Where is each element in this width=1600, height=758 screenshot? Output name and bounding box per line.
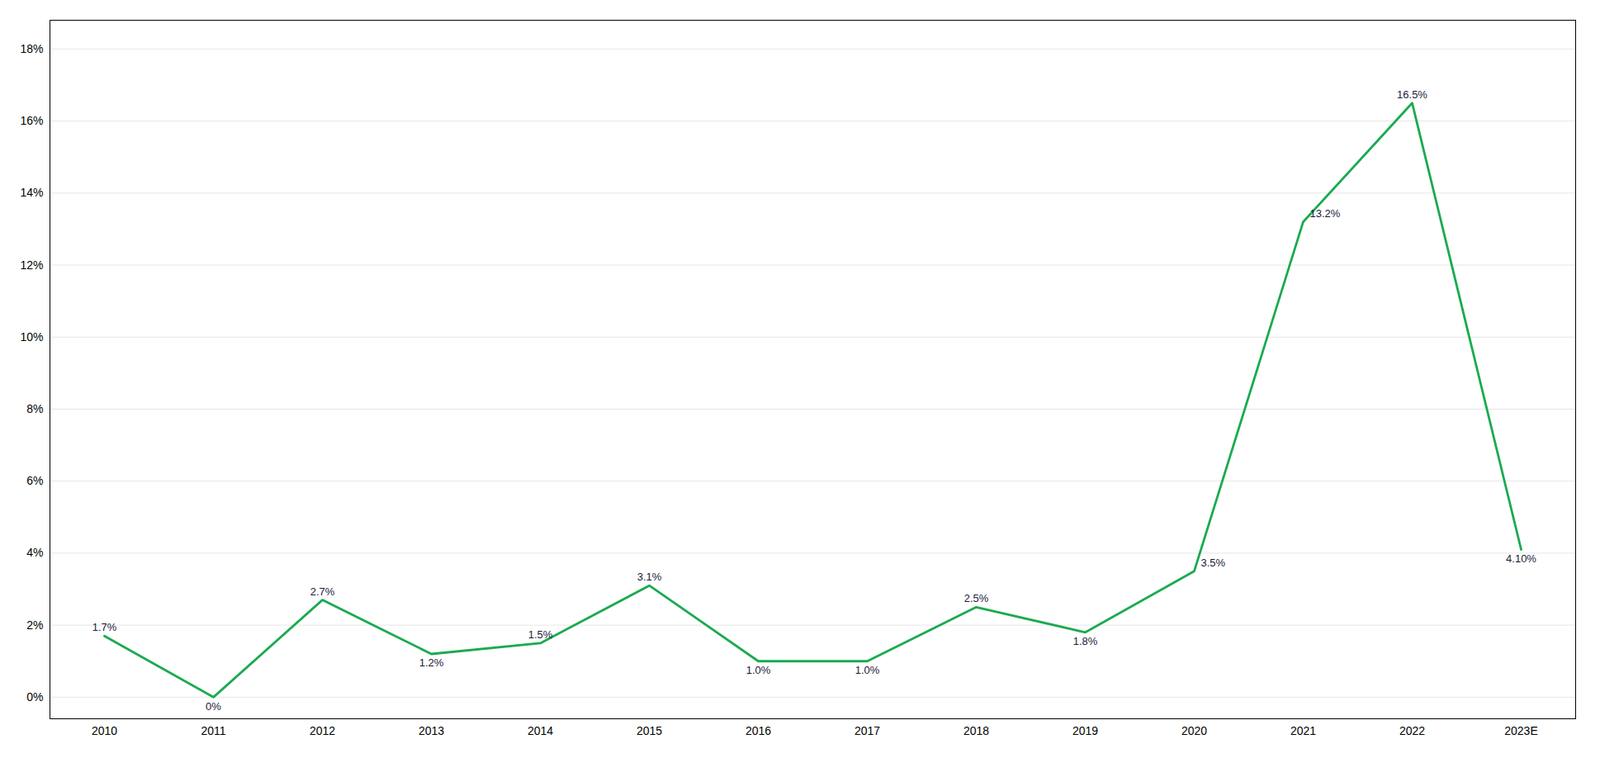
svg-text:2010: 2010 bbox=[91, 724, 118, 738]
svg-text:4.10%: 4.10% bbox=[1505, 552, 1537, 565]
svg-text:1.0%: 1.0% bbox=[746, 663, 772, 677]
svg-text:2019: 2019 bbox=[1072, 724, 1099, 738]
svg-text:0%: 0% bbox=[205, 700, 222, 713]
svg-text:1.7%: 1.7% bbox=[92, 620, 118, 634]
svg-text:18%: 18% bbox=[19, 42, 43, 56]
svg-text:2014: 2014 bbox=[527, 724, 554, 738]
svg-text:2023E: 2023E bbox=[1504, 724, 1538, 738]
svg-text:14%: 14% bbox=[19, 185, 43, 199]
svg-text:2.5%: 2.5% bbox=[964, 591, 990, 605]
svg-text:2011: 2011 bbox=[200, 724, 226, 738]
svg-text:2022: 2022 bbox=[1399, 724, 1425, 738]
svg-text:2012: 2012 bbox=[309, 724, 336, 738]
svg-text:2%: 2% bbox=[26, 618, 43, 632]
svg-text:6%: 6% bbox=[26, 473, 43, 488]
svg-text:12%: 12% bbox=[19, 258, 43, 272]
svg-text:1.0%: 1.0% bbox=[855, 663, 881, 677]
svg-text:0%: 0% bbox=[26, 690, 43, 704]
svg-text:2013: 2013 bbox=[418, 724, 445, 738]
svg-text:3.5%: 3.5% bbox=[1201, 556, 1227, 569]
svg-text:2017: 2017 bbox=[854, 724, 881, 738]
svg-text:1.2%: 1.2% bbox=[419, 656, 445, 669]
svg-text:2021: 2021 bbox=[1290, 724, 1316, 738]
svg-text:2020: 2020 bbox=[1181, 724, 1208, 738]
svg-text:16.5%: 16.5% bbox=[1396, 88, 1428, 101]
svg-text:16%: 16% bbox=[19, 113, 43, 128]
svg-text:3.1%: 3.1% bbox=[637, 570, 663, 583]
svg-text:1.8%: 1.8% bbox=[1073, 634, 1099, 648]
svg-text:2015: 2015 bbox=[636, 724, 663, 738]
svg-text:8%: 8% bbox=[26, 402, 43, 416]
svg-text:2.7%: 2.7% bbox=[310, 585, 336, 598]
svg-text:4%: 4% bbox=[26, 545, 43, 559]
svg-text:13.2%: 13.2% bbox=[1310, 207, 1341, 220]
svg-text:2016: 2016 bbox=[745, 724, 772, 738]
svg-text:1.5%: 1.5% bbox=[528, 628, 554, 641]
svg-text:10%: 10% bbox=[19, 330, 43, 344]
svg-text:2018: 2018 bbox=[963, 724, 990, 738]
